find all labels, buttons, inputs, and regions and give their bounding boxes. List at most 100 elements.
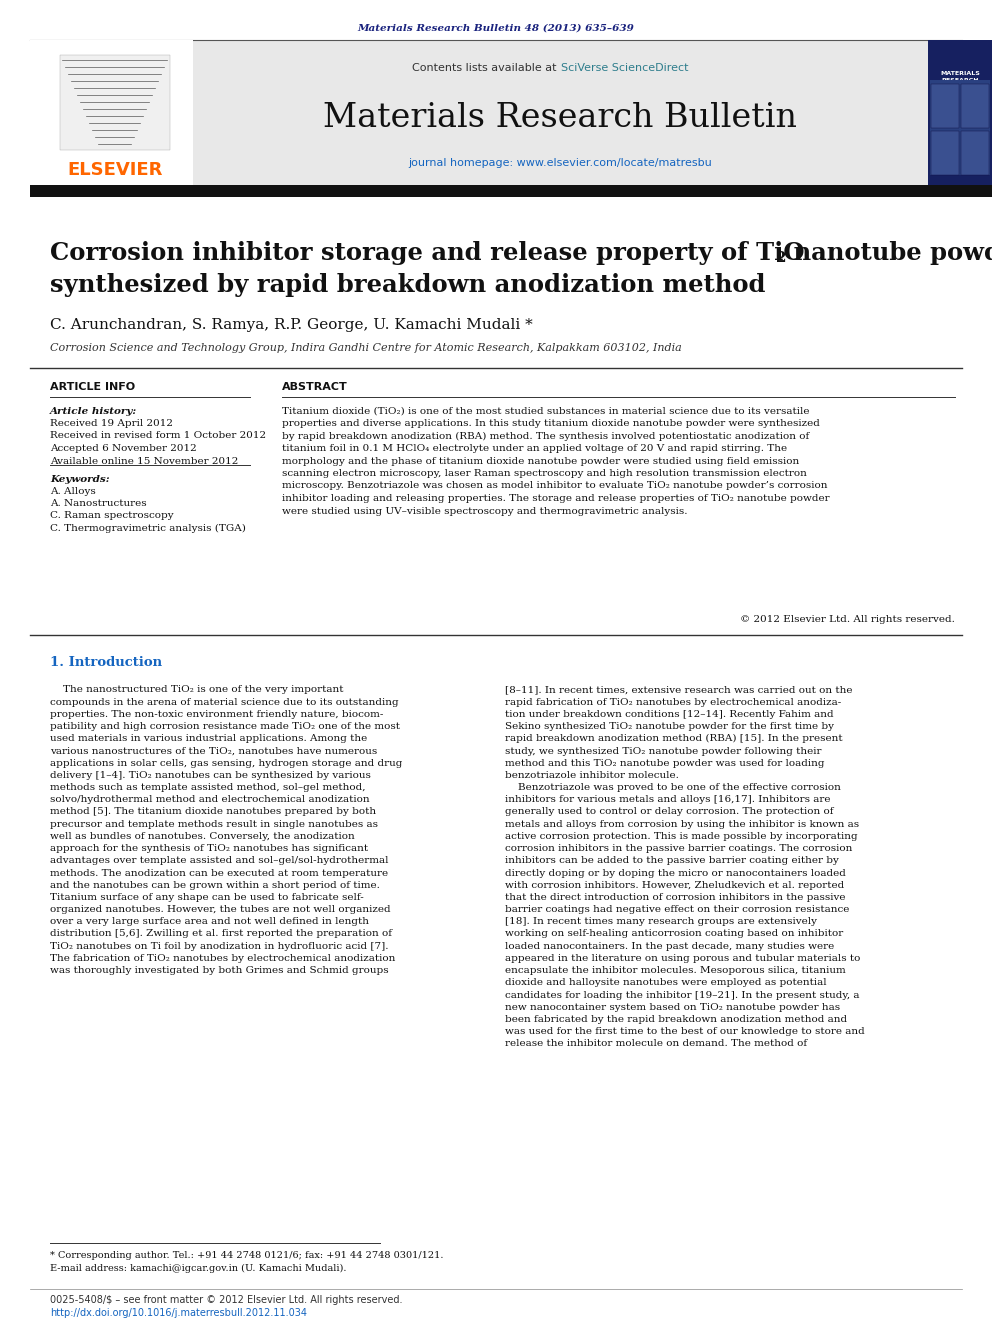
Text: Materials Research Bulletin 48 (2013) 635–639: Materials Research Bulletin 48 (2013) 63… [357,24,635,33]
Text: tion under breakdown conditions [12–14]. Recently Fahim and: tion under breakdown conditions [12–14].… [505,710,833,718]
Text: C. Thermogravimetric analysis (TGA): C. Thermogravimetric analysis (TGA) [50,524,246,533]
Bar [931,131,959,175]
Text: Contents lists available at: Contents lists available at [412,64,560,73]
Text: by rapid breakdown anodization (RBA) method. The synthesis involved potentiostat: by rapid breakdown anodization (RBA) met… [282,431,809,441]
Text: benzotriazole inhibitor molecule.: benzotriazole inhibitor molecule. [505,771,679,779]
Text: well as bundles of nanotubes. Conversely, the anodization: well as bundles of nanotubes. Conversely… [50,832,355,841]
Text: morphology and the phase of titanium dioxide nanotube powder were studied using : morphology and the phase of titanium dio… [282,456,800,466]
Text: Article history:: Article history: [50,406,137,415]
Text: delivery [1–4]. TiO₂ nanotubes can be synthesized by various: delivery [1–4]. TiO₂ nanotubes can be sy… [50,771,371,779]
Text: C. Arunchandran, S. Ramya, R.P. George, U. Kamachi Mudali *: C. Arunchandran, S. Ramya, R.P. George, … [50,318,533,332]
Text: scanning electron microscopy, laser Raman spectroscopy and high resolution trans: scanning electron microscopy, laser Rama… [282,468,806,478]
Text: Materials Research Bulletin: Materials Research Bulletin [323,102,797,134]
Text: ELSEVIER: ELSEVIER [67,161,163,179]
Text: and the nanotubes can be grown within a short period of time.: and the nanotubes can be grown within a … [50,881,380,889]
Text: Titanium dioxide (TiO₂) is one of the most studied substances in material scienc: Titanium dioxide (TiO₂) is one of the mo… [282,406,809,415]
Text: © 2012 Elsevier Ltd. All rights reserved.: © 2012 Elsevier Ltd. All rights reserved… [740,614,955,623]
Text: appeared in the literature on using porous and tubular materials to: appeared in the literature on using poro… [505,954,860,963]
Text: new nanocontainer system based on TiO₂ nanotube powder has: new nanocontainer system based on TiO₂ n… [505,1003,840,1012]
Text: study, we synthesized TiO₂ nanotube powder following their: study, we synthesized TiO₂ nanotube powd… [505,746,821,755]
Text: candidates for loading the inhibitor [19–21]. In the present study, a: candidates for loading the inhibitor [19… [505,991,859,999]
Text: directly doping or by doping the micro or nanocontainers loaded: directly doping or by doping the micro o… [505,868,846,877]
Text: [8–11]. In recent times, extensive research was carried out on the: [8–11]. In recent times, extensive resea… [505,685,852,695]
Text: used materials in various industrial applications. Among the: used materials in various industrial app… [50,734,367,744]
Text: Accepted 6 November 2012: Accepted 6 November 2012 [50,445,196,452]
Text: * Corresponding author. Tel.: +91 44 2748 0121/6; fax: +91 44 2748 0301/121.: * Corresponding author. Tel.: +91 44 274… [50,1250,443,1259]
Bar [928,40,992,191]
Text: microscopy. Benzotriazole was chosen as model inhibitor to evaluate TiO₂ nanotub: microscopy. Benzotriazole was chosen as … [282,482,827,491]
Text: inhibitor loading and releasing properties. The storage and release properties o: inhibitor loading and releasing properti… [282,493,829,503]
Text: organized nanotubes. However, the tubes are not well organized: organized nanotubes. However, the tubes … [50,905,391,914]
Text: that the direct introduction of corrosion inhibitors in the passive: that the direct introduction of corrosio… [505,893,845,902]
Text: 2: 2 [776,251,787,265]
Text: approach for the synthesis of TiO₂ nanotubes has significant: approach for the synthesis of TiO₂ nanot… [50,844,368,853]
Text: synthesized by rapid breakdown anodization method: synthesized by rapid breakdown anodizati… [50,273,766,296]
Text: was used for the first time to the best of our knowledge to store and: was used for the first time to the best … [505,1027,865,1036]
Text: release the inhibitor molecule on demand. The method of: release the inhibitor molecule on demand… [505,1040,807,1048]
Text: Benzotriazole was proved to be one of the effective corrosion: Benzotriazole was proved to be one of th… [505,783,841,792]
Text: properties. The non-toxic environment friendly nature, biocom-: properties. The non-toxic environment fr… [50,710,383,718]
Text: Corrosion Science and Technology Group, Indira Gandhi Centre for Atomic Research: Corrosion Science and Technology Group, … [50,343,682,353]
Text: Corrosion inhibitor storage and release property of TiO: Corrosion inhibitor storage and release … [50,241,805,265]
Bar [60,56,170,149]
Text: inhibitors for various metals and alloys [16,17]. Inhibitors are: inhibitors for various metals and alloys… [505,795,830,804]
Text: generally used to control or delay corrosion. The protection of: generally used to control or delay corro… [505,807,833,816]
Text: MATERIALS
RESEARCH
BULLETIN: MATERIALS RESEARCH BULLETIN [940,71,980,89]
Text: Sekino synthesized TiO₂ nanotube powder for the first time by: Sekino synthesized TiO₂ nanotube powder … [505,722,834,732]
Text: loaded nanocontainers. In the past decade, many studies were: loaded nanocontainers. In the past decad… [505,942,834,951]
Text: The nanostructured TiO₂ is one of the very important: The nanostructured TiO₂ is one of the ve… [50,685,343,695]
Text: inhibitors can be added to the passive barrier coating either by: inhibitors can be added to the passive b… [505,856,839,865]
Text: 1. Introduction: 1. Introduction [50,655,162,668]
Bar [193,40,928,191]
Text: 0025-5408/$ – see front matter © 2012 Elsevier Ltd. All rights reserved.: 0025-5408/$ – see front matter © 2012 El… [50,1295,403,1304]
Text: A. Nanostructures: A. Nanostructures [50,500,147,508]
Text: over a very large surface area and not well defined in length: over a very large surface area and not w… [50,917,369,926]
Text: [18]. In recent times many research groups are extensively: [18]. In recent times many research grou… [505,917,817,926]
Text: working on self-healing anticorrosion coating based on inhibitor: working on self-healing anticorrosion co… [505,930,843,938]
Text: advantages over template assisted and sol–gel/sol-hydrothermal: advantages over template assisted and so… [50,856,389,865]
Text: ABSTRACT: ABSTRACT [282,382,348,392]
Text: Titanium surface of any shape can be used to fabricate self-: Titanium surface of any shape can be use… [50,893,364,902]
Text: Keywords:: Keywords: [50,475,110,483]
Text: C. Raman spectroscopy: C. Raman spectroscopy [50,512,174,520]
Bar [961,131,989,175]
Text: journal homepage: www.elsevier.com/locate/matresbu: journal homepage: www.elsevier.com/locat… [408,157,712,168]
Text: barrier coatings had negative effect on their corrosion resistance: barrier coatings had negative effect on … [505,905,849,914]
Text: solvo/hydrothermal method and electrochemical anodization: solvo/hydrothermal method and electroche… [50,795,370,804]
Text: methods. The anodization can be executed at room temperature: methods. The anodization can be executed… [50,868,388,877]
Text: applications in solar cells, gas sensing, hydrogen storage and drug: applications in solar cells, gas sensing… [50,758,403,767]
Text: nanotube powder: nanotube powder [785,241,992,265]
Text: precursor and template methods result in single nanotubes as: precursor and template methods result in… [50,820,378,828]
Text: with corrosion inhibitors. However, Zheludkevich et al. reported: with corrosion inhibitors. However, Zhel… [505,881,844,889]
Bar [30,40,193,191]
Text: The fabrication of TiO₂ nanotubes by electrochemical anodization: The fabrication of TiO₂ nanotubes by ele… [50,954,396,963]
Text: metals and alloys from corrosion by using the inhibitor is known as: metals and alloys from corrosion by usin… [505,820,859,828]
Text: titanium foil in 0.1 M HClO₄ electrolyte under an applied voltage of 20 V and ra: titanium foil in 0.1 M HClO₄ electrolyte… [282,445,787,452]
Text: was thoroughly investigated by both Grimes and Schmid groups: was thoroughly investigated by both Grim… [50,966,389,975]
Text: ARTICLE INFO: ARTICLE INFO [50,382,135,392]
Bar [931,83,959,128]
Text: distribution [5,6]. Zwilling et al. first reported the preparation of: distribution [5,6]. Zwilling et al. firs… [50,930,392,938]
Text: rapid fabrication of TiO₂ nanotubes by electrochemical anodiza-: rapid fabrication of TiO₂ nanotubes by e… [505,697,841,706]
Bar [930,79,990,175]
Text: rapid breakdown anodization method (RBA) [15]. In the present: rapid breakdown anodization method (RBA)… [505,734,842,744]
Text: were studied using UV–visible spectroscopy and thermogravimetric analysis.: were studied using UV–visible spectrosco… [282,507,687,516]
Text: corrosion inhibitors in the passive barrier coatings. The corrosion: corrosion inhibitors in the passive barr… [505,844,852,853]
Text: properties and diverse applications. In this study titanium dioxide nanotube pow: properties and diverse applications. In … [282,419,819,429]
Text: dioxide and halloysite nanotubes were employed as potential: dioxide and halloysite nanotubes were em… [505,978,826,987]
Text: encapsulate the inhibitor molecules. Mesoporous silica, titanium: encapsulate the inhibitor molecules. Mes… [505,966,846,975]
Bar [30,185,992,197]
Text: Available online 15 November 2012: Available online 15 November 2012 [50,456,238,466]
Text: Received in revised form 1 October 2012: Received in revised form 1 October 2012 [50,431,266,441]
Text: SciVerse ScienceDirect: SciVerse ScienceDirect [561,64,688,73]
Text: Received 19 April 2012: Received 19 April 2012 [50,419,173,429]
Text: E-mail address: kamachi@igcar.gov.in (U. Kamachi Mudali).: E-mail address: kamachi@igcar.gov.in (U.… [50,1263,346,1273]
Text: method [5]. The titanium dioxide nanotubes prepared by both: method [5]. The titanium dioxide nanotub… [50,807,376,816]
Text: methods such as template assisted method, sol–gel method,: methods such as template assisted method… [50,783,365,792]
Text: compounds in the arena of material science due to its outstanding: compounds in the arena of material scien… [50,697,399,706]
Text: http://dx.doi.org/10.1016/j.materresbull.2012.11.034: http://dx.doi.org/10.1016/j.materresbull… [50,1308,307,1318]
Text: active corrosion protection. This is made possible by incorporating: active corrosion protection. This is mad… [505,832,858,841]
Text: TiO₂ nanotubes on Ti foil by anodization in hydrofluoric acid [7].: TiO₂ nanotubes on Ti foil by anodization… [50,942,389,951]
Text: A. Alloys: A. Alloys [50,487,96,496]
Text: various nanostructures of the TiO₂, nanotubes have numerous: various nanostructures of the TiO₂, nano… [50,746,377,755]
